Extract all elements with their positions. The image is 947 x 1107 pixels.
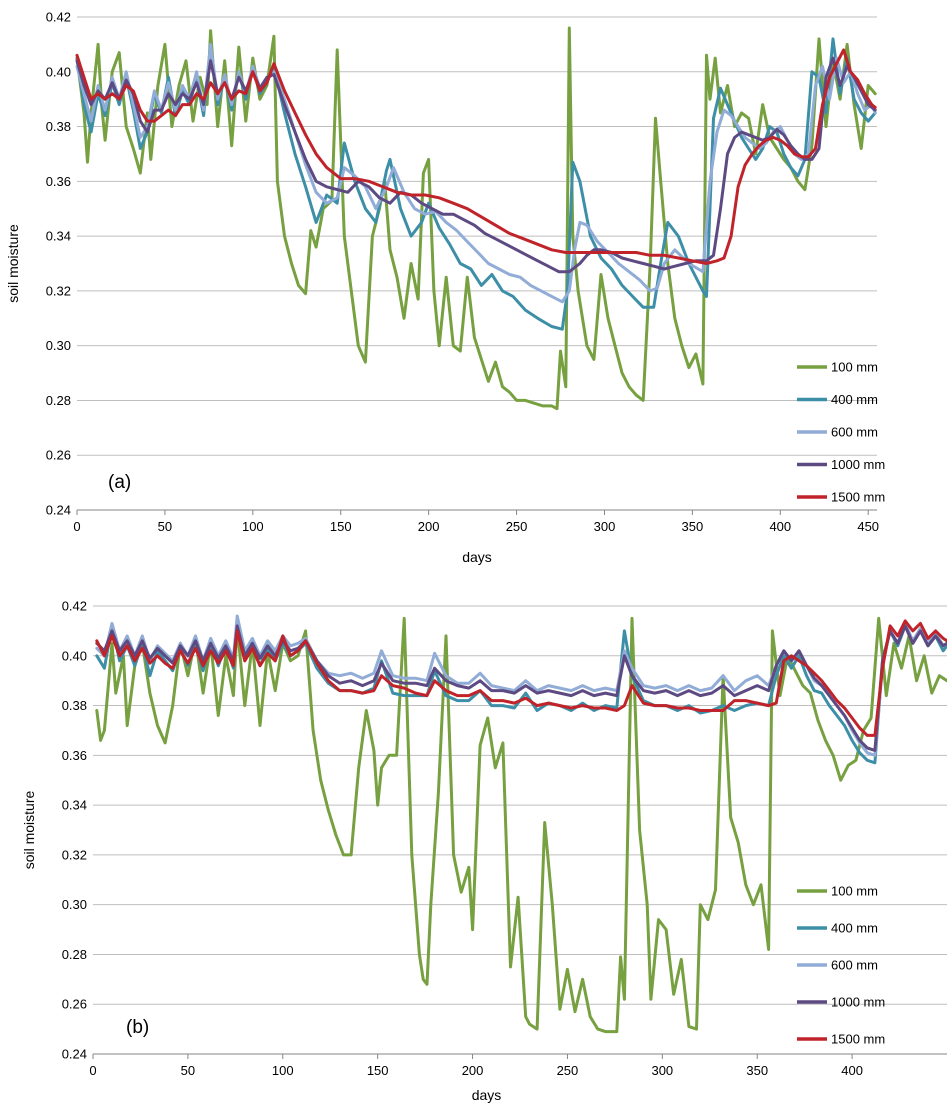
y-tick-label: 0.26 — [62, 997, 87, 1012]
y-tick-label: 0.34 — [62, 798, 87, 813]
y-tick-label: 0.36 — [46, 174, 71, 189]
x-tick-label: 400 — [841, 1063, 863, 1078]
y-tick-label: 0.28 — [46, 393, 71, 408]
y-tick-label: 0.42 — [46, 10, 71, 25]
x-tick-label: 350 — [746, 1063, 768, 1078]
x-tick-label: 200 — [418, 519, 440, 534]
x-tick-label: 100 — [242, 519, 264, 534]
legend-label: 400 mm — [831, 392, 878, 407]
chart-panel-a: 0.24 0.26 0.28 0.30 0.32 0.34 0.36 0.38 0.40 0.42… — [5, 10, 885, 566]
legend-label: 400 mm — [831, 921, 878, 936]
x-tick-label: 250 — [557, 1063, 579, 1078]
series-line-1000-mm — [95, 624, 947, 752]
x-tick-label: 400 — [769, 519, 791, 534]
x-tick-label: 0 — [73, 519, 80, 534]
y-tick-label: 0.32 — [46, 283, 71, 298]
legend-label: 1500 mm — [831, 490, 885, 505]
x-tick-label: 250 — [506, 519, 528, 534]
y-tick-label: 0.36 — [62, 748, 87, 763]
y-tick-label: 0.26 — [46, 448, 71, 463]
x-tick-label: 100 — [272, 1063, 294, 1078]
series-line-1500-mm — [95, 619, 947, 737]
panel-label: (a) — [108, 472, 131, 493]
y-tick-label: 0.30 — [46, 338, 71, 353]
legend-label: 100 mm — [831, 884, 878, 899]
legend-label: 600 mm — [831, 425, 878, 440]
x-tick-label: 50 — [181, 1063, 195, 1078]
y-tick-label: 0.32 — [62, 847, 87, 862]
x-tick-label: 300 — [651, 1063, 673, 1078]
y-tick-label: 0.42 — [62, 599, 87, 614]
chart-panel-b: 0.24 0.26 0.28 0.30 0.32 0.34 0.36 0.38 0.40 0.42… — [21, 599, 947, 1103]
y-tick-label: 0.28 — [62, 947, 87, 962]
x-axis-title: days — [462, 549, 492, 565]
x-axis-title: days — [472, 1087, 502, 1103]
x-tick-label: 50 — [158, 519, 172, 534]
y-tick-label: 0.40 — [62, 648, 87, 663]
legend-label: 100 mm — [831, 360, 878, 375]
series-line-1500-mm — [75, 48, 877, 265]
x-tick-label: 300 — [594, 519, 616, 534]
legend-label: 1000 mm — [831, 457, 885, 472]
x-tick-label: 0 — [89, 1063, 96, 1078]
legend-label: 600 mm — [831, 958, 878, 973]
y-tick-label: 0.38 — [46, 119, 71, 134]
panel-label: (b) — [126, 1017, 149, 1038]
x-tick-label: 350 — [682, 519, 704, 534]
y-tick-label: 0.38 — [62, 698, 87, 713]
x-tick-label: 450 — [857, 519, 879, 534]
legend-label: 1000 mm — [831, 995, 885, 1010]
y-tick-label: 0.34 — [46, 229, 71, 244]
x-tick-label: 150 — [367, 1063, 389, 1078]
x-tick-label: 150 — [330, 519, 352, 534]
y-axis-title: soil moisture — [5, 224, 21, 303]
y-tick-label: 0.24 — [46, 503, 71, 518]
y-tick-label: 0.24 — [62, 1047, 87, 1062]
legend-label: 1500 mm — [831, 1032, 885, 1047]
y-tick-label: 0.30 — [62, 897, 87, 912]
y-axis-title: soil moisture — [21, 791, 37, 870]
x-tick-label: 200 — [462, 1063, 484, 1078]
y-tick-label: 0.40 — [46, 64, 71, 79]
